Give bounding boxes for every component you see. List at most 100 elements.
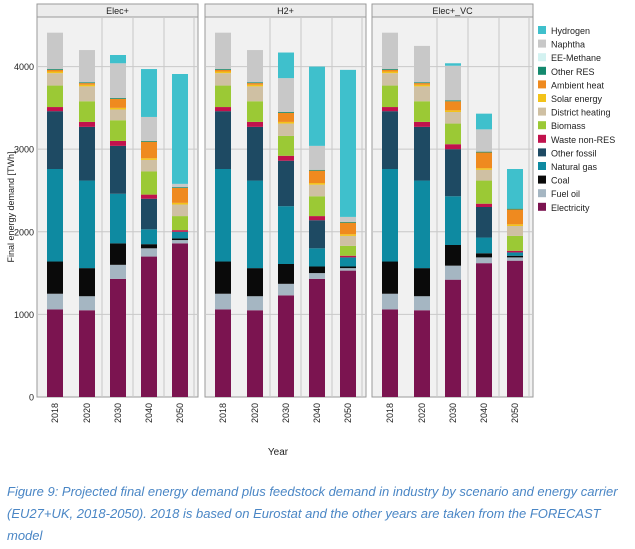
bar-segment-biomass bbox=[278, 135, 294, 156]
bar-segment-other-fossil bbox=[141, 198, 157, 230]
bar-segment-fuel-oil bbox=[247, 296, 263, 311]
bar-segment-naphtha bbox=[382, 32, 398, 70]
legend-swatch bbox=[538, 148, 546, 157]
bar-segment-other-res bbox=[141, 140, 157, 142]
bar-segment-biomass bbox=[340, 245, 356, 256]
bar-segment-natural-gas bbox=[47, 169, 63, 262]
bar-segment-solar-energy bbox=[309, 183, 325, 185]
bar-segment-naphtha bbox=[215, 32, 231, 70]
x-tick-label: 2030 bbox=[113, 403, 123, 423]
bar-segment-fuel-oil bbox=[47, 293, 63, 310]
x-tick-label: 2050 bbox=[343, 403, 353, 423]
bar-segment-coal bbox=[215, 261, 231, 294]
bar-segment-naphtha bbox=[110, 63, 126, 98]
bar-segment-natural-gas bbox=[110, 193, 126, 244]
bar-segment-fuel-oil bbox=[476, 257, 492, 264]
bar-segment-waste-non-res bbox=[278, 155, 294, 161]
bar-segment-solar-energy bbox=[215, 71, 231, 74]
x-tick-label: 2030 bbox=[448, 403, 458, 423]
bar-segment-coal bbox=[414, 268, 430, 297]
bar-segment-coal bbox=[507, 255, 523, 258]
bar-segment-waste-non-res bbox=[141, 194, 157, 199]
bar-segment-waste-non-res bbox=[340, 255, 356, 258]
bar-segment-waste-non-res bbox=[476, 203, 492, 207]
bar-segment-fuel-oil bbox=[414, 296, 430, 311]
bar-segment-waste-non-res bbox=[247, 121, 263, 127]
bar-segment-waste-non-res bbox=[309, 216, 325, 221]
bar-segment-hydrogen bbox=[445, 63, 461, 66]
bar-segment-coal bbox=[309, 266, 325, 274]
bar-segment-fuel-oil bbox=[79, 296, 95, 311]
bar-segment-electricity bbox=[79, 310, 95, 397]
bar-segment-hydrogen bbox=[172, 74, 188, 184]
x-tick-label: 2050 bbox=[175, 403, 185, 423]
bar-segment-other-fossil bbox=[445, 149, 461, 197]
bar-segment-other-res bbox=[79, 82, 95, 84]
bar-segment-waste-non-res bbox=[507, 250, 523, 253]
y-tick-label: 0 bbox=[29, 393, 34, 403]
bar-segment-other-res bbox=[47, 69, 63, 70]
bar-segment-electricity bbox=[414, 310, 430, 397]
bar-segment-biomass bbox=[215, 85, 231, 108]
legend-swatch bbox=[538, 162, 546, 170]
x-tick-label: 2020 bbox=[250, 403, 260, 423]
bar-segment-biomass bbox=[309, 196, 325, 217]
bar-segment-electricity bbox=[476, 263, 492, 397]
bar-segment-other-res bbox=[278, 112, 294, 113]
bar-segment-district-heating bbox=[215, 73, 231, 86]
bar-segment-coal bbox=[340, 266, 356, 269]
legend-label: Waste non-RES bbox=[551, 135, 615, 145]
bar-segment-fuel-oil bbox=[172, 240, 188, 244]
legend-label: Other RES bbox=[551, 67, 595, 77]
bar-segment-biomass bbox=[247, 101, 263, 122]
bar-segment-natural-gas bbox=[340, 257, 356, 267]
x-tick-label: 2040 bbox=[479, 403, 489, 423]
bar-segment-biomass bbox=[172, 216, 188, 231]
bar-segment-ambient-heat bbox=[141, 141, 157, 159]
bar-segment-district-heating bbox=[476, 169, 492, 181]
bar-segment-naphtha bbox=[445, 65, 461, 101]
bar-segment-hydrogen bbox=[278, 52, 294, 79]
bar-segment-electricity bbox=[309, 278, 325, 397]
bar-segment-solar-energy bbox=[79, 84, 95, 87]
bar-segment-electricity bbox=[247, 310, 263, 397]
legend-swatch bbox=[538, 202, 546, 211]
bar-segment-district-heating bbox=[382, 73, 398, 86]
bar-segment-district-heating bbox=[47, 73, 63, 86]
legend-swatch bbox=[538, 26, 546, 34]
bar-segment-natural-gas bbox=[445, 196, 461, 245]
bar-segment-coal bbox=[141, 244, 157, 249]
bar-segment-other-res bbox=[247, 82, 263, 84]
x-tick-label: 2018 bbox=[385, 403, 395, 423]
legend-label: Other fossil bbox=[551, 148, 597, 158]
bar-segment-other-res bbox=[172, 187, 188, 188]
bar-segment-fuel-oil bbox=[215, 293, 231, 310]
bar-segment-hydrogen bbox=[340, 69, 356, 217]
bar-segment-ambient-heat bbox=[278, 112, 294, 122]
bar-segment-solar-energy bbox=[172, 202, 188, 205]
bar-segment-solar-energy bbox=[141, 158, 157, 160]
bar-segment-other-fossil bbox=[414, 126, 430, 181]
bar-segment-coal bbox=[110, 243, 126, 265]
bar-segment-naphtha bbox=[278, 78, 294, 112]
bar-segment-other-fossil bbox=[110, 145, 126, 194]
bar-segment-ambient-heat bbox=[414, 83, 430, 85]
bar-segment-other-res bbox=[507, 208, 523, 210]
bar-segment-other-fossil bbox=[382, 111, 398, 169]
x-tick-label: 2040 bbox=[144, 403, 154, 423]
bar-segment-waste-non-res bbox=[110, 140, 126, 146]
bar-segment-other-res bbox=[340, 221, 356, 223]
bar-segment-natural-gas bbox=[309, 248, 325, 267]
bar-segment-solar-energy bbox=[382, 71, 398, 74]
bar-segment-solar-energy bbox=[110, 107, 126, 110]
bar-segment-other-res bbox=[110, 97, 126, 99]
bar-segment-naphtha bbox=[309, 145, 325, 170]
bar-segment-naphtha bbox=[414, 45, 430, 83]
x-tick-label: 2020 bbox=[82, 403, 92, 423]
bar-segment-electricity bbox=[507, 260, 523, 397]
bar-segment-naphtha bbox=[172, 183, 188, 188]
y-axis-label: Final energy demand [TWh] bbox=[6, 151, 16, 262]
panel-title: Elec+_VC bbox=[432, 6, 473, 16]
bar-segment-ambient-heat bbox=[507, 209, 523, 225]
bar-segment-ambient-heat bbox=[445, 101, 461, 111]
